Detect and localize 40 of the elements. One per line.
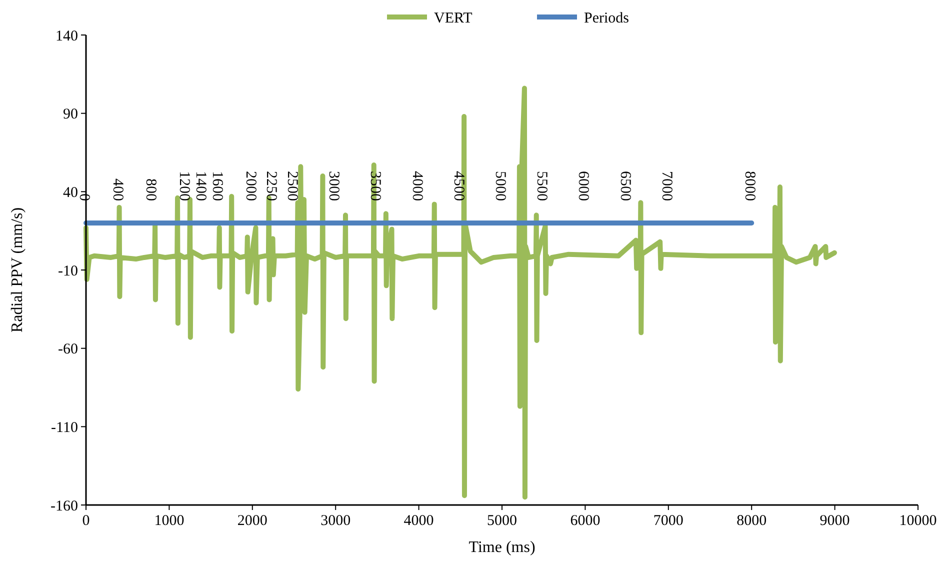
x-axis-title: Time (ms) xyxy=(468,539,536,556)
annotation: 1400 xyxy=(192,171,208,201)
annotation: 4000 xyxy=(408,171,425,201)
annotation: 5000 xyxy=(492,171,508,201)
x-tick-label: 6000 xyxy=(570,513,600,529)
annotation: 8000 xyxy=(742,171,758,201)
annotation: 3500 xyxy=(367,171,384,201)
annotation: 4500 xyxy=(450,171,466,201)
y-tick-label: -10 xyxy=(58,263,78,280)
x-tick-label: 10000 xyxy=(899,513,937,529)
y-axis-title: Radial PPV (mm/s) xyxy=(9,207,26,333)
annotation: 6500 xyxy=(616,171,633,201)
x-tick-label: 8000 xyxy=(736,513,767,529)
x-tick-label: 3000 xyxy=(320,513,351,529)
annotation: 2000 xyxy=(242,171,258,201)
annotation: 1200 xyxy=(176,171,192,201)
y-tick-label: 140 xyxy=(56,28,78,44)
annotation: 7000 xyxy=(658,171,674,201)
y-tick-label: -60 xyxy=(58,342,78,358)
x-tick-label: 5000 xyxy=(487,513,517,529)
annotation: 1600 xyxy=(209,171,226,201)
annotation: 2250 xyxy=(263,171,280,201)
annotation: 2500 xyxy=(284,171,300,201)
legend-label: Periods xyxy=(584,10,630,26)
annotation: 6000 xyxy=(575,171,592,201)
annotation: 800 xyxy=(142,178,159,201)
annotation: 400 xyxy=(109,178,126,201)
x-tick-label: 9000 xyxy=(820,513,850,529)
annotation: 5500 xyxy=(534,171,550,201)
annotation: 3000 xyxy=(326,171,342,201)
x-tick-label: 7000 xyxy=(653,513,684,529)
y-tick-label: -110 xyxy=(51,420,78,436)
x-tick-label: 2000 xyxy=(237,513,268,529)
y-tick-label: -160 xyxy=(50,498,78,514)
legend-label: VERT xyxy=(434,10,472,26)
x-tick-label: 1000 xyxy=(154,513,184,529)
y-tick-label: 40 xyxy=(63,184,78,201)
y-tick-label: 90 xyxy=(63,106,78,123)
x-tick-label: 4000 xyxy=(404,513,434,529)
x-tick-label: 0 xyxy=(82,513,90,529)
